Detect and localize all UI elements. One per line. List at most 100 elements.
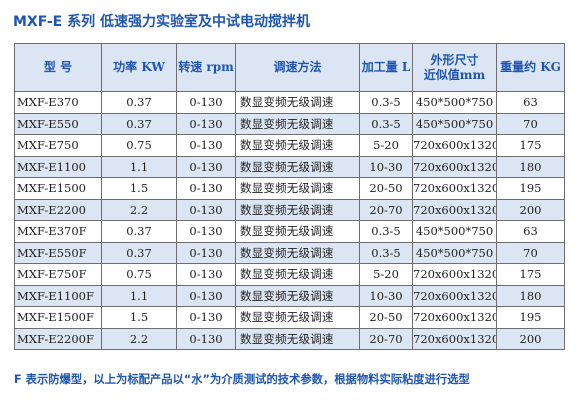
- power-cell: 0.75: [101, 263, 177, 286]
- speed-control-cell: 数显变频无级调速: [235, 220, 360, 243]
- weight-cell: 63: [496, 220, 565, 243]
- speed-control-cell: 数显变频无级调速: [235, 91, 360, 114]
- capacity-cell: 5-20: [359, 134, 413, 157]
- dimensions-cell: 450*500*750: [412, 220, 497, 243]
- speed-cell: 0-130: [176, 220, 236, 243]
- model-cell: MXF-E2200: [14, 198, 102, 221]
- power-cell: 2.2: [101, 198, 177, 221]
- model-cell: MXF-E370: [14, 91, 102, 114]
- speed-cell: 0-130: [176, 327, 236, 350]
- dimensions-cell: 720x600x1320: [412, 327, 497, 350]
- table-row: MXF-E370 0.37 0-130 数显变频无级调速 0.3-5 450*500*75…: [14, 91, 565, 114]
- model-cell: MXF-E370F: [14, 220, 102, 243]
- power-cell: 0.75: [101, 134, 177, 157]
- dimensions-cell: 720x600x1320: [412, 177, 497, 200]
- weight-cell: 200: [496, 327, 565, 350]
- weight-cell: 180: [496, 155, 565, 178]
- capacity-cell: 5-20: [359, 263, 413, 286]
- speed-control-cell: 数显变频无级调速: [235, 177, 360, 200]
- speed-cell: 0-130: [176, 306, 236, 329]
- table-row: MXF-E1100 1.1 0-130 数显变频无级调速 10-30 720x600x13…: [14, 155, 565, 178]
- table-row: MXF-E1500 1.5 0-130 数显变频无级调速 20-50 720x600x13…: [14, 177, 565, 200]
- speed-cell: 0-130: [176, 241, 236, 264]
- header-weight: 重量约 KG: [496, 43, 565, 92]
- power-cell: 0.37: [101, 91, 177, 114]
- table-row: MXF-E2200 2.2 0-130 数显变频无级调速 20-70 720x600x13…: [14, 198, 565, 221]
- header-power: 功率 KW: [101, 43, 177, 92]
- capacity-cell: 20-50: [359, 306, 413, 329]
- weight-cell: 70: [496, 112, 565, 135]
- weight-cell: 175: [496, 134, 565, 157]
- model-cell: MXF-E1100: [14, 155, 102, 178]
- table-header-row: 型 号功率 KW 转速 rpm 调速方法 加工量 L 外形尺寸 近似值mm 重量约 KG: [14, 43, 565, 92]
- speed-cell: 0-130: [176, 155, 236, 178]
- dimensions-cell: 720x600x1320: [412, 284, 497, 307]
- weight-cell: 195: [496, 177, 565, 200]
- dimensions-cell: 720x600x1320: [412, 155, 497, 178]
- power-cell: 1.1: [101, 284, 177, 307]
- table-row: MXF-E1100F 1.1 0-130 数显变频无级调速 10-30 720x600x1…: [14, 284, 565, 307]
- speed-control-cell: 数显变频无级调速: [235, 327, 360, 350]
- weight-cell: 195: [496, 306, 565, 329]
- dimensions-cell: 720x600x1320: [412, 134, 497, 157]
- weight-cell: 70: [496, 241, 565, 264]
- spec-table: 型 号功率 KW 转速 rpm 调速方法 加工量 L 外形尺寸 近似值mm 重量约 KG M…: [14, 43, 565, 350]
- header-speed-control: 调速方法: [235, 43, 360, 92]
- speed-control-cell: 数显变频无级调速: [235, 112, 360, 135]
- header-model: 型 号: [14, 43, 102, 92]
- model-cell: MXF-E2200F: [14, 327, 102, 350]
- footnote: F 表示防爆型，以上为标配产品以“水”为介质测试的技术参数，根据物料实际粘度进行…: [14, 373, 470, 386]
- model-cell: MXF-E1100F: [14, 284, 102, 307]
- header-capacity: 加工量 L: [359, 43, 413, 92]
- weight-cell: 180: [496, 284, 565, 307]
- dimensions-cell: 720x600x1320: [412, 198, 497, 221]
- speed-control-cell: 数显变频无级调速: [235, 263, 360, 286]
- power-cell: 0.37: [101, 241, 177, 264]
- capacity-cell: 20-70: [359, 327, 413, 350]
- speed-control-cell: 数显变频无级调速: [235, 198, 360, 221]
- speed-control-cell: 数显变频无级调速: [235, 241, 360, 264]
- model-cell: MXF-E750F: [14, 263, 102, 286]
- speed-cell: 0-130: [176, 177, 236, 200]
- model-cell: MXF-E1500F: [14, 306, 102, 329]
- speed-control-cell: 数显变频无级调速: [235, 155, 360, 178]
- model-cell: MXF-E1500: [14, 177, 102, 200]
- capacity-cell: 20-50: [359, 177, 413, 200]
- speed-control-cell: 数显变频无级调速: [235, 306, 360, 329]
- header-dimensions: 外形尺寸 近似值mm: [412, 43, 497, 92]
- weight-cell: 175: [496, 263, 565, 286]
- table-body: MXF-E370 0.37 0-130 数显变频无级调速 0.3-5 450*500*75…: [14, 91, 565, 350]
- capacity-cell: 0.3-5: [359, 220, 413, 243]
- capacity-cell: 0.3-5: [359, 112, 413, 135]
- speed-cell: 0-130: [176, 91, 236, 114]
- capacity-cell: 0.3-5: [359, 91, 413, 114]
- table-row: MXF-E1500F 1.5 0-130 数显变频无级调速 20-50 720x600x1…: [14, 306, 565, 329]
- speed-control-cell: 数显变频无级调速: [235, 284, 360, 307]
- dimensions-cell: 720x600x1320: [412, 263, 497, 286]
- speed-cell: 0-130: [176, 284, 236, 307]
- speed-control-cell: 数显变频无级调速: [235, 134, 360, 157]
- speed-cell: 0-130: [176, 134, 236, 157]
- table-row: MXF-E2200F 2.2 0-130 数显变频无级调速 20-70 720x600x1…: [14, 327, 565, 350]
- table-row: MXF-E370F 0.37 0-130 数显变频无级调速 0.3-5 450*500*7…: [14, 220, 565, 243]
- speed-cell: 0-130: [176, 198, 236, 221]
- weight-cell: 200: [496, 198, 565, 221]
- model-cell: MXF-E550: [14, 112, 102, 135]
- dimensions-cell: 720x600x1320: [412, 306, 497, 329]
- dimensions-cell: 450*500*750: [412, 241, 497, 264]
- speed-cell: 0-130: [176, 263, 236, 286]
- capacity-cell: 20-70: [359, 198, 413, 221]
- model-cell: MXF-E750: [14, 134, 102, 157]
- power-cell: 1.5: [101, 177, 177, 200]
- capacity-cell: 0.3-5: [359, 241, 413, 264]
- capacity-cell: 10-30: [359, 284, 413, 307]
- dimensions-cell: 450*500*750: [412, 112, 497, 135]
- weight-cell: 63: [496, 91, 565, 114]
- power-cell: 1.5: [101, 306, 177, 329]
- power-cell: 1.1: [101, 155, 177, 178]
- speed-cell: 0-130: [176, 112, 236, 135]
- dimensions-cell: 450*500*750: [412, 91, 497, 114]
- power-cell: 2.2: [101, 327, 177, 350]
- capacity-cell: 10-30: [359, 155, 413, 178]
- header-speed: 转速 rpm: [176, 43, 236, 92]
